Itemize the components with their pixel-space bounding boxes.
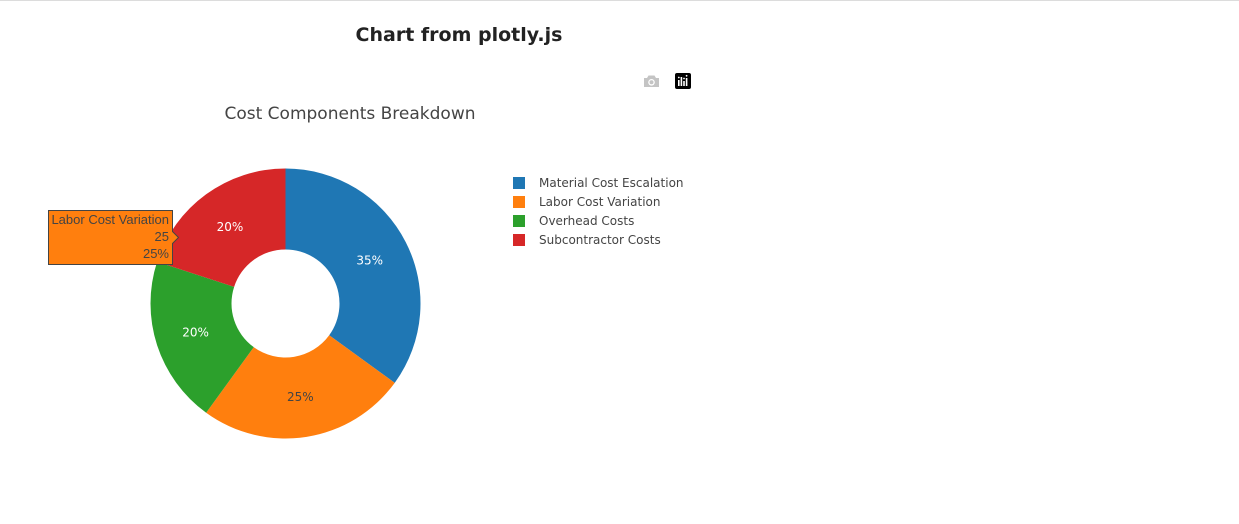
pie-slice-overhead-costs[interactable]: [150, 261, 254, 413]
slice-label-overhead-costs: 20%: [182, 326, 209, 340]
legend-swatch: [513, 234, 525, 246]
pie-slice-subcontractor-costs[interactable]: [157, 168, 286, 287]
legend-item-material-cost-escalation[interactable]: Material Cost Escalation: [513, 176, 684, 190]
legend-item-labor-cost-variation[interactable]: Labor Cost Variation: [513, 195, 660, 209]
modebar: [642, 70, 692, 92]
slice-label-subcontractor-costs: 20%: [217, 220, 244, 234]
legend-label: Overhead Costs: [539, 214, 634, 228]
legend-label: Subcontractor Costs: [539, 233, 661, 247]
pie-slice-material-cost-escalation[interactable]: [285, 168, 421, 383]
hover-box: [48, 210, 180, 265]
legend-item-subcontractor-costs[interactable]: Subcontractor Costs: [513, 233, 661, 247]
legend-label: Material Cost Escalation: [539, 176, 684, 190]
pie-slice-labels: 35% 25% 20% 20%: [182, 220, 383, 404]
pie-slices: [150, 168, 421, 439]
hover-tooltip: Labor Cost Variation 25 25%: [48, 210, 180, 265]
legend-swatch: [513, 215, 525, 227]
top-border: [0, 0, 1239, 1]
plotly-logo-icon[interactable]: [674, 72, 692, 90]
legend: Material Cost Escalation Labor Cost Varia…: [513, 176, 684, 247]
legend-item-overhead-costs[interactable]: Overhead Costs: [513, 214, 634, 228]
legend-label: Labor Cost Variation: [539, 195, 660, 209]
legend-swatch: [513, 177, 525, 189]
hover-label: Labor Cost Variation: [51, 212, 169, 227]
slice-label-labor-cost-variation: 25%: [287, 390, 314, 404]
slice-label-material-cost-escalation: 35%: [356, 254, 383, 268]
pie-slice-labor-cost-variation[interactable]: [206, 335, 395, 439]
page-title: Chart from plotly.js: [355, 24, 563, 46]
hover-percent: 25%: [143, 246, 169, 261]
legend-swatch: [513, 196, 525, 208]
camera-icon[interactable]: [642, 72, 660, 90]
chart-title: Cost Components Breakdown: [224, 104, 475, 124]
hover-value: 25: [155, 229, 169, 244]
